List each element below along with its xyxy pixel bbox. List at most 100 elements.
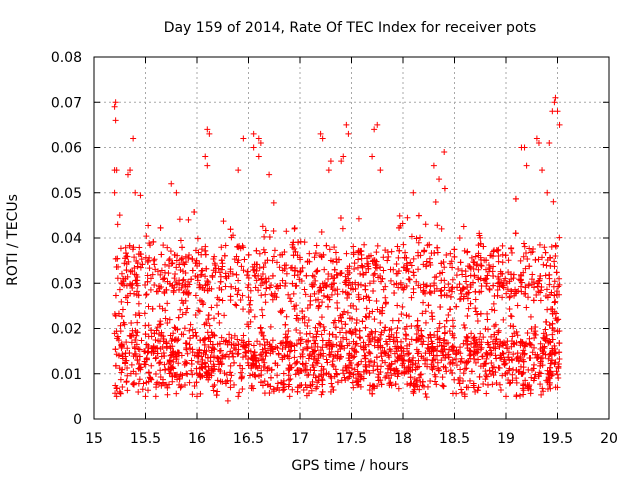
data-point — [345, 355, 352, 362]
data-point — [305, 355, 312, 362]
data-point — [114, 275, 121, 282]
data-point — [160, 276, 167, 283]
data-point — [132, 345, 139, 352]
data-point — [132, 336, 139, 343]
data-point — [556, 121, 563, 128]
data-point — [489, 381, 496, 388]
data-point — [477, 275, 484, 282]
data-point — [126, 242, 133, 249]
data-point — [237, 369, 244, 376]
data-point — [337, 214, 344, 221]
data-point — [355, 381, 362, 388]
data-point — [441, 185, 448, 192]
data-point — [403, 283, 410, 290]
data-point — [483, 373, 490, 380]
data-point — [204, 126, 211, 133]
data-point — [292, 248, 299, 255]
data-point — [388, 382, 395, 389]
data-point — [318, 376, 325, 383]
data-point — [521, 243, 528, 250]
data-point — [204, 162, 211, 169]
data-point — [477, 330, 484, 337]
data-point — [442, 329, 449, 336]
data-point — [135, 365, 142, 372]
data-point — [326, 296, 333, 303]
data-point — [172, 279, 179, 286]
data-point — [288, 298, 295, 305]
data-point — [392, 381, 399, 388]
data-point — [355, 256, 362, 263]
data-point — [546, 381, 553, 388]
data-point — [149, 271, 156, 278]
data-point — [208, 347, 215, 354]
data-point — [460, 285, 467, 292]
data-point — [285, 377, 292, 384]
data-point — [451, 253, 458, 260]
data-point — [286, 341, 293, 348]
data-point — [471, 348, 478, 355]
data-point — [176, 216, 183, 223]
data-point — [122, 294, 129, 301]
data-point — [231, 332, 238, 339]
data-point — [556, 234, 563, 241]
data-point — [286, 295, 293, 302]
data-point — [445, 312, 452, 319]
data-point — [365, 349, 372, 356]
data-point — [163, 343, 170, 350]
data-point — [356, 296, 363, 303]
data-point — [375, 371, 382, 378]
data-point — [393, 270, 400, 277]
data-point — [279, 346, 286, 353]
data-point — [453, 303, 460, 310]
data-point — [143, 233, 150, 240]
data-point — [138, 256, 145, 263]
data-point — [294, 367, 301, 374]
data-point — [259, 223, 266, 230]
data-point — [259, 271, 266, 278]
data-point — [426, 289, 433, 296]
data-point — [491, 247, 498, 254]
data-point — [227, 362, 234, 369]
data-point — [553, 291, 560, 298]
data-point — [392, 358, 399, 365]
data-point — [143, 291, 150, 298]
data-point — [539, 167, 546, 174]
data-point — [299, 353, 306, 360]
data-point — [434, 244, 441, 251]
data-point — [380, 254, 387, 261]
data-point — [406, 276, 413, 283]
data-point — [537, 358, 544, 365]
data-point — [427, 283, 434, 290]
data-point — [535, 139, 542, 146]
data-point — [440, 383, 447, 390]
data-point — [393, 329, 400, 336]
data-point — [477, 346, 484, 353]
data-point — [286, 348, 293, 355]
data-point — [365, 341, 372, 348]
data-point — [294, 358, 301, 365]
data-point — [227, 369, 234, 376]
data-point — [360, 271, 367, 278]
data-point — [154, 324, 161, 331]
data-point — [117, 245, 124, 252]
data-point — [430, 352, 437, 359]
data-point — [264, 339, 271, 346]
data-point — [495, 276, 502, 283]
data-point — [482, 360, 489, 367]
data-point — [185, 255, 192, 262]
data-point — [511, 341, 518, 348]
data-point — [449, 264, 456, 271]
data-point — [502, 252, 509, 259]
data-point — [296, 276, 303, 283]
data-point — [301, 313, 308, 320]
data-point — [326, 331, 333, 338]
data-point — [418, 327, 425, 334]
data-point — [533, 354, 540, 361]
data-point — [235, 341, 242, 348]
data-point — [157, 271, 164, 278]
data-point — [484, 316, 491, 323]
data-point — [520, 253, 527, 260]
data-point — [199, 285, 206, 292]
data-point — [246, 308, 253, 315]
data-point — [227, 266, 234, 273]
